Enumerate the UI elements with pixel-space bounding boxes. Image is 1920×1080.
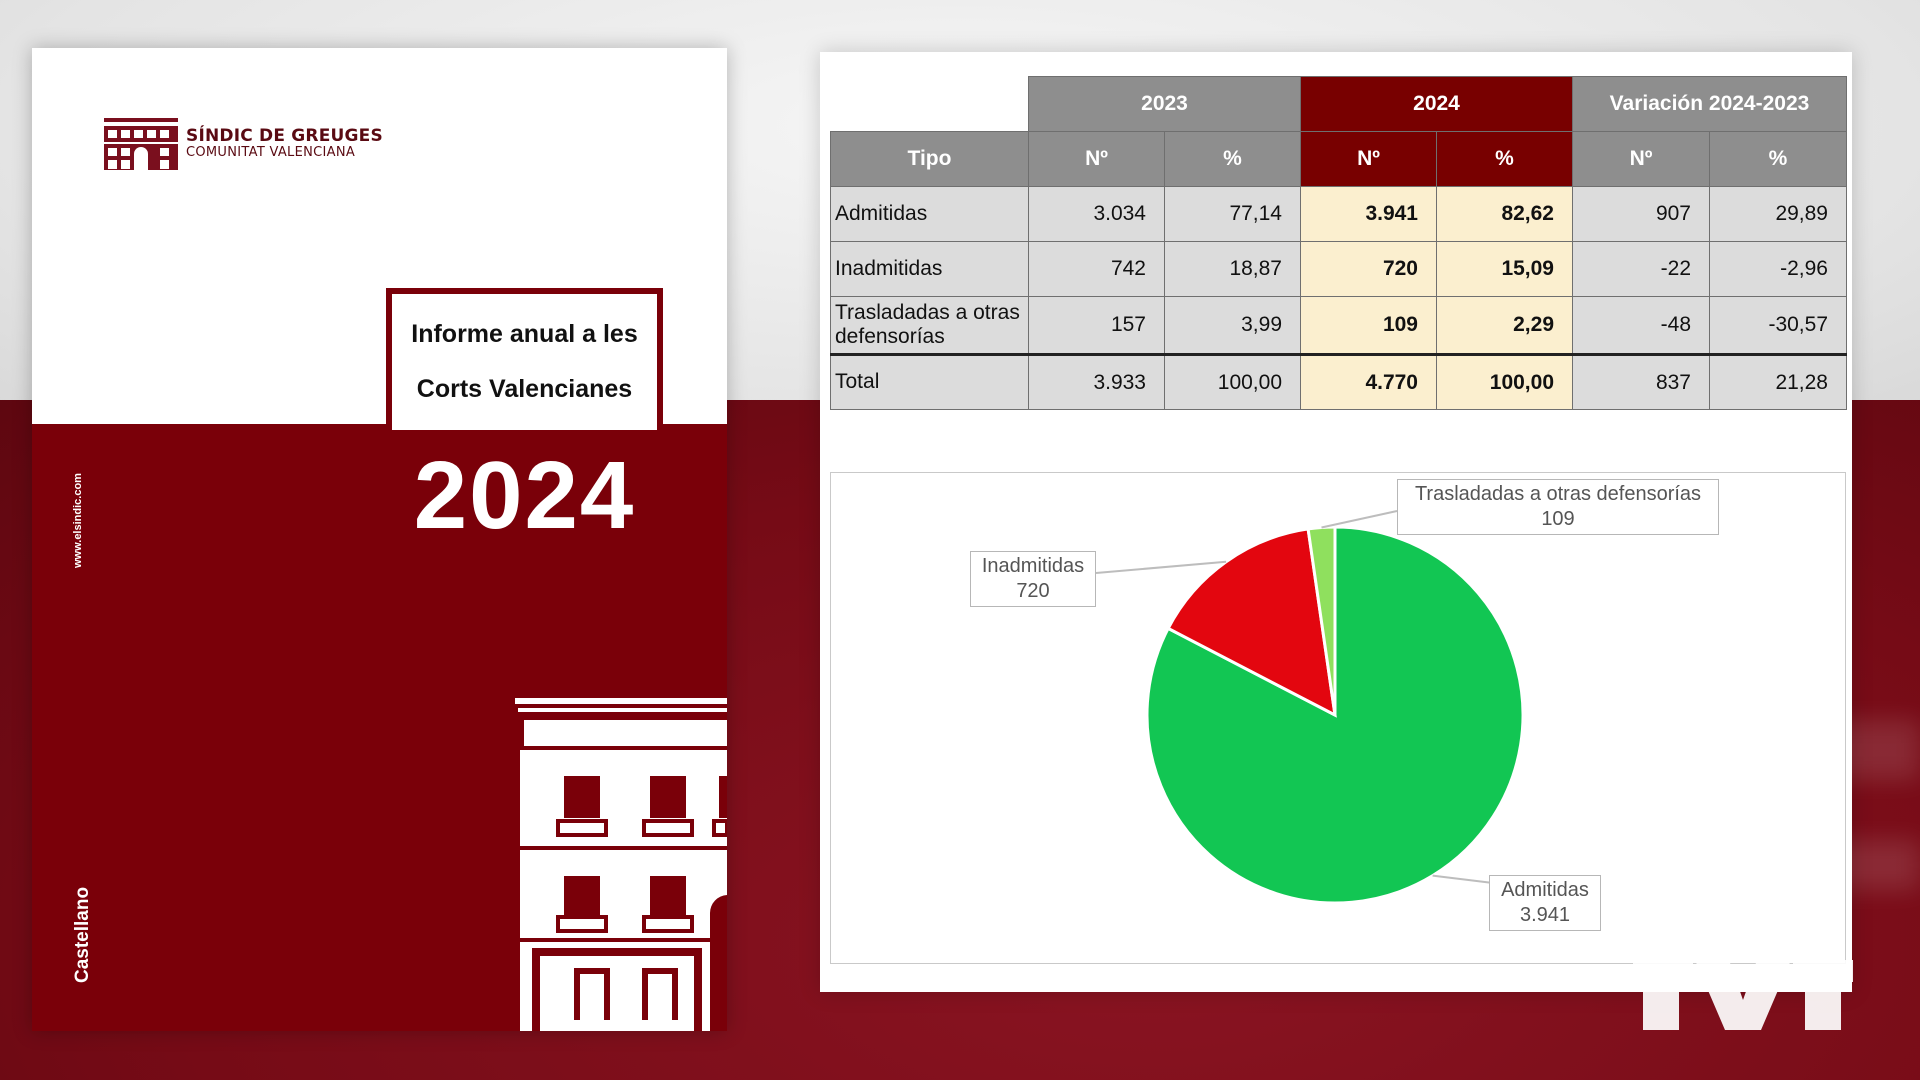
- data-label-trasladadas: Trasladadas a otras defensorías 109: [1397, 479, 1719, 535]
- cover-language: Castellano: [72, 886, 93, 983]
- header-n-2024: Nº: [1300, 131, 1437, 187]
- header-2024: 2024: [1300, 76, 1573, 132]
- cell-pct-2023: 77,14: [1164, 186, 1301, 242]
- cell-n-variation: -22: [1572, 241, 1710, 297]
- cover-title-box: Informe anual a les Corts Valencianes 20…: [386, 288, 663, 562]
- pie-chart-frame: Trasladadas a otras defensorías 109 Inad…: [830, 472, 1846, 964]
- org-name: SÍNDIC DE GREUGES: [186, 126, 383, 147]
- header-pct-2024: %: [1436, 131, 1573, 187]
- data-label-name: Trasladadas a otras defensorías: [1414, 483, 1702, 505]
- cell-n-variation: -48: [1572, 296, 1710, 355]
- table-row: Admitidas 3.034 77,14 3.941 82,62 907 29…: [830, 186, 1847, 242]
- data-label-value: 3.941: [1519, 904, 1571, 926]
- cell-n-2023: 742: [1028, 241, 1165, 297]
- cell-n-variation: 907: [1572, 186, 1710, 242]
- cell-pct-variation: 21,28: [1709, 353, 1847, 410]
- row-type: Trasladadas a otras defensorías: [830, 296, 1029, 355]
- table-corner: [830, 76, 1029, 132]
- cover-title-line-2: Corts Valencianes: [416, 375, 633, 403]
- building-illustration-icon: [515, 698, 727, 1031]
- cell-n-2023: 157: [1028, 296, 1165, 355]
- table-group-header-row: 2023 2024 Variación 2024-2023: [830, 76, 1847, 132]
- cell-n-2023: 3.034: [1028, 186, 1165, 242]
- data-label-name: Admitidas: [1501, 879, 1589, 901]
- cell-pct-2024: 15,09: [1436, 241, 1573, 297]
- cover-year-box: 2024: [392, 424, 657, 562]
- row-type: Inadmitidas: [830, 241, 1029, 297]
- complaints-table: 2023 2024 Variación 2024-2023 Tipo Nº % …: [830, 76, 1847, 410]
- cell-pct-2024: 2,29: [1436, 296, 1573, 355]
- header-pct-2023: %: [1164, 131, 1301, 187]
- cell-n-2023: 3.933: [1028, 353, 1165, 410]
- cell-n-2024: 3.941: [1300, 186, 1437, 242]
- data-label-value: 109: [1541, 508, 1575, 530]
- cell-pct-variation: 29,89: [1709, 186, 1847, 242]
- cover-website: www.elsindic.com: [72, 473, 84, 568]
- row-type: Total: [830, 353, 1029, 410]
- cell-n-2024: 109: [1300, 296, 1437, 355]
- table-sub-header-row: Tipo Nº % Nº % Nº %: [830, 131, 1847, 187]
- cell-n-2024: 720: [1300, 241, 1437, 297]
- table-row: Inadmitidas 742 18,87 720 15,09 -22 -2,9…: [830, 241, 1847, 297]
- data-label-inadmitidas: Inadmitidas 720: [970, 551, 1096, 607]
- report-panel: 2023 2024 Variación 2024-2023 Tipo Nº % …: [820, 52, 1852, 992]
- header-tipo: Tipo: [830, 131, 1029, 187]
- data-label-name: Inadmitidas: [981, 555, 1085, 577]
- header-n-variation: Nº: [1572, 131, 1710, 187]
- header-pct-variation: %: [1709, 131, 1847, 187]
- leader-line-trasladadas: [1321, 510, 1398, 529]
- cell-pct-variation: -2,96: [1709, 241, 1847, 297]
- cover-title-line-1: Informe anual a les: [411, 320, 638, 348]
- row-type: Admitidas: [830, 186, 1029, 242]
- cell-n-2024: 4.770: [1300, 353, 1437, 410]
- leader-line-admitidas: [1432, 874, 1494, 884]
- cover-year: 2024: [413, 442, 636, 549]
- cell-pct-2024: 82,62: [1436, 186, 1573, 242]
- cell-pct-2023: 100,00: [1164, 353, 1301, 410]
- cell-pct-2024: 100,00: [1436, 353, 1573, 410]
- data-label-admitidas: Admitidas 3.941: [1489, 875, 1601, 931]
- cell-n-variation: 837: [1572, 353, 1710, 410]
- report-cover: SÍNDIC DE GREUGES COMUNITAT VALENCIANA I…: [32, 48, 727, 1031]
- header-2023: 2023: [1028, 76, 1301, 132]
- pie-slice-trasladadas: [1306, 525, 1337, 716]
- table-total-row: Total 3.933 100,00 4.770 100,00 837 21,2…: [830, 353, 1847, 410]
- cell-pct-2023: 18,87: [1164, 241, 1301, 297]
- cell-pct-2023: 3,99: [1164, 296, 1301, 355]
- sindic-logo: SÍNDIC DE GREUGES COMUNITAT VALENCIANA: [102, 116, 383, 172]
- leader-line-inadmitidas: [1095, 560, 1227, 574]
- org-subtitle: COMUNITAT VALENCIANA: [186, 145, 356, 161]
- header-variation: Variación 2024-2023: [1572, 76, 1847, 132]
- table-row: Trasladadas a otras defensorías 157 3,99…: [830, 296, 1847, 355]
- pie-chart: [1095, 510, 1525, 905]
- header-n-2023: Nº: [1028, 131, 1165, 187]
- building-logo-icon: [102, 116, 180, 172]
- cell-pct-variation: -30,57: [1709, 296, 1847, 355]
- data-label-value: 720: [1016, 580, 1050, 602]
- broadcaster-logo-icon: [1633, 960, 1853, 1030]
